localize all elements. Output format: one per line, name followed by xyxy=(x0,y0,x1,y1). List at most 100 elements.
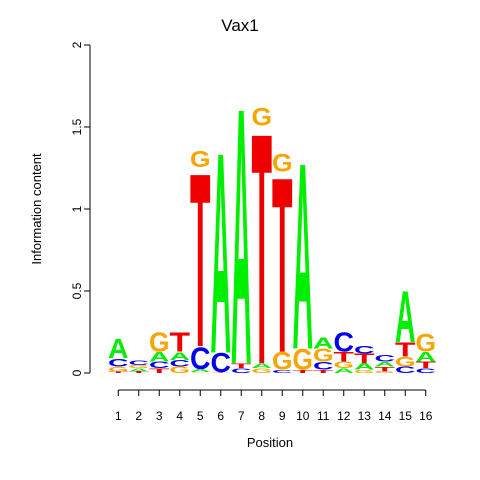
letter-G: G xyxy=(354,369,374,374)
letter-G: G xyxy=(108,366,128,373)
y-tick-label: 0.5 xyxy=(70,282,84,299)
letter-C: C xyxy=(374,354,395,364)
letter-A: A xyxy=(375,360,396,368)
letter-A: A xyxy=(129,368,150,373)
letter-T: T xyxy=(395,338,416,361)
letter-C: C xyxy=(272,369,293,374)
letter-C: C xyxy=(313,359,334,372)
letter-G: G xyxy=(190,148,210,173)
letter-T: T xyxy=(108,371,129,374)
x-tick-label: 11 xyxy=(317,409,330,423)
letter-G: G xyxy=(272,348,292,375)
x-tick-label: 10 xyxy=(296,409,310,423)
letter-C: C xyxy=(129,359,150,367)
letter-T: T xyxy=(354,351,375,366)
letter-G: G xyxy=(149,327,169,358)
x-tick-label: 6 xyxy=(217,409,224,423)
letter-T: T xyxy=(169,328,190,358)
letter-G: G xyxy=(170,365,190,375)
letter-C: C xyxy=(333,327,354,357)
letter-T: T xyxy=(313,369,334,374)
letter-A: A xyxy=(313,334,334,352)
position-stack: TCA xyxy=(210,94,231,415)
letter-C: C xyxy=(149,360,170,370)
letter-G: G xyxy=(129,364,149,369)
y-tick-label: 1.5 xyxy=(70,118,84,135)
letter-G: G xyxy=(313,345,334,366)
letter-G: G xyxy=(252,367,272,374)
letter-G: G xyxy=(190,372,210,373)
letter-T: T xyxy=(149,367,170,375)
y-tick-label: 0 xyxy=(70,369,84,376)
letter-G: G xyxy=(395,355,415,370)
x-tick-label: 5 xyxy=(197,409,204,423)
letter-T: T xyxy=(374,365,395,373)
x-tick-label: 16 xyxy=(419,409,433,423)
position-stack: TGA xyxy=(293,108,314,406)
x-tick-label: 8 xyxy=(258,409,265,423)
letter-C: C xyxy=(354,343,375,356)
chart-title: Vax1 xyxy=(221,16,259,35)
letter-T: T xyxy=(211,372,232,373)
x-tick-label: 7 xyxy=(238,409,245,423)
x-tick-label: 4 xyxy=(176,409,183,423)
letter-T: T xyxy=(128,371,149,374)
letter-A: A xyxy=(252,362,273,370)
x-tick-label: 13 xyxy=(358,409,372,423)
letter-T: T xyxy=(416,360,436,370)
letter-T: T xyxy=(231,362,252,370)
letter-G: G xyxy=(293,343,313,376)
letter-C: C xyxy=(231,367,252,375)
letter-C: C xyxy=(169,359,190,369)
letter-C: C xyxy=(416,367,437,375)
x-axis-label: Position xyxy=(247,435,293,450)
x-tick-label: 14 xyxy=(378,409,392,423)
letter-C: C xyxy=(210,348,231,378)
letter-A: A xyxy=(415,349,436,364)
letter-G: G xyxy=(416,330,436,357)
letter-C: C xyxy=(108,356,129,369)
letter-G: G xyxy=(272,150,292,177)
letter-A: A xyxy=(149,349,170,364)
letter-T: T xyxy=(293,369,314,374)
letter-T: T xyxy=(333,350,354,365)
axes: 00.511.521 2 3 4 5 6 7 8 9 10 11 12 13 14 15 16 xyxy=(70,41,433,423)
letter-T: T xyxy=(252,63,272,433)
letter-A: A xyxy=(170,349,191,362)
x-tick-label: 2 xyxy=(135,409,142,423)
letter-A: A xyxy=(395,276,415,358)
letter-C: C xyxy=(395,365,416,375)
x-tick-label: 15 xyxy=(399,409,413,423)
x-tick-label: 9 xyxy=(279,409,286,423)
letter-A: A xyxy=(108,334,129,364)
letter-G: G xyxy=(334,360,354,370)
x-tick-label: 3 xyxy=(156,409,163,423)
position-stack: CTA xyxy=(231,33,252,442)
letter-G: G xyxy=(375,371,395,374)
letter-A: A xyxy=(354,362,375,372)
letter-A: A xyxy=(334,367,355,375)
letter-A: A xyxy=(211,94,231,415)
letter-T: T xyxy=(190,122,210,399)
letter-G: G xyxy=(252,104,272,131)
y-tick-label: 1 xyxy=(70,205,84,212)
y-axis-label: Information content xyxy=(29,153,44,265)
y-tick-label: 2 xyxy=(70,41,84,48)
letter-A: A xyxy=(190,368,211,373)
x-tick-label: 1 xyxy=(115,409,122,423)
